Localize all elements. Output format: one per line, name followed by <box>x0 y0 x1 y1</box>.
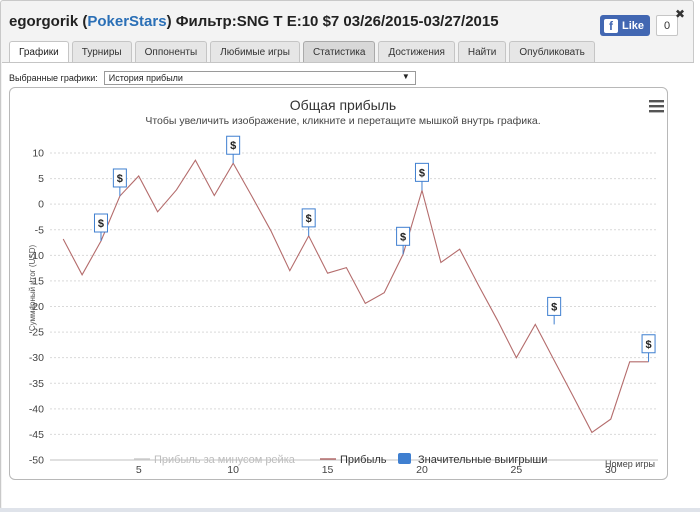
chart-select[interactable]: История прибыли ▼ <box>103 71 416 85</box>
big-win-marker[interactable]: $ <box>112 168 127 196</box>
chart-selector-row: Выбранные графики: История прибыли ▼ <box>9 71 416 85</box>
facebook-like-button[interactable]: f Like <box>600 15 651 36</box>
svg-text:$: $ <box>306 213 312 225</box>
chart-select-value: История прибыли <box>108 73 183 83</box>
x-axis-label: Номер игры <box>605 459 655 469</box>
facebook-like-count: 0 <box>656 15 679 36</box>
big-win-marker[interactable]: $ <box>547 296 562 325</box>
x-tick-label: 15 <box>322 464 334 476</box>
x-tick-label: 5 <box>136 464 142 476</box>
big-win-marker[interactable]: $ <box>93 213 108 242</box>
y-tick-label: -5 <box>35 224 44 236</box>
chart-subtitle: Чтобы увеличить изображение, кликните и … <box>145 115 540 127</box>
chart-series <box>62 159 649 434</box>
chart-container: 10 5 0 -5 -10 -15 -20 -25 -30 -35 -40 -45 -50 5 10 15 20… <box>9 87 668 480</box>
title-bar: egorgorik (PokerStars) Фильтр:SNG T E:10… <box>1 1 693 39</box>
y-tick-label: -40 <box>29 403 44 415</box>
y-tick-label: 5 <box>38 173 44 185</box>
profit-line <box>62 159 649 434</box>
chart-grid <box>50 152 658 461</box>
svg-text:Прибыль: Прибыль <box>340 454 387 466</box>
profit-chart[interactable]: 10 5 0 -5 -10 -15 -20 -25 -30 -35 -40 -45 -50 5 10 15 20… <box>10 88 667 479</box>
chart-selector-label: Выбранные графики: <box>9 73 98 83</box>
tab-opponents[interactable]: Оппоненты <box>134 41 208 62</box>
chevron-down-icon: ▼ <box>401 72 410 81</box>
big-win-marker[interactable]: $ <box>641 334 656 362</box>
tab-achievements[interactable]: Достижения <box>378 41 455 62</box>
y-tick-label: -45 <box>29 429 44 441</box>
legend-item[interactable]: Прибыль <box>320 454 387 466</box>
tab-favorite-games[interactable]: Любимые игры <box>210 41 300 62</box>
y-axis-label: Суммарный итог (USD) <box>28 245 37 332</box>
chart-axes: 10 5 0 -5 -10 -15 -20 -25 -30 -35 -40 -45 -50 5 10 15 20… <box>29 148 658 476</box>
svg-text:$: $ <box>645 339 651 351</box>
x-tick-label: 10 <box>227 464 239 476</box>
facebook-like-label: Like <box>622 19 645 32</box>
close-icon[interactable]: ✖ <box>675 7 686 21</box>
y-tick-label: -35 <box>29 378 44 390</box>
big-win-marker[interactable]: $ <box>226 135 241 164</box>
big-win-marker[interactable]: $ <box>396 226 411 255</box>
svg-text:$: $ <box>551 301 557 313</box>
big-win-marker[interactable]: $ <box>414 162 429 191</box>
y-tick-label: 10 <box>32 148 44 160</box>
y-tick-label: -50 <box>29 455 44 467</box>
svg-text:$: $ <box>419 167 425 179</box>
facebook-like: f Like 0 <box>600 15 679 36</box>
big-win-marker[interactable]: $ <box>301 208 316 236</box>
svg-text:Значительные выигрыши: Значительные выигрыши <box>418 454 547 466</box>
y-tick-label: 0 <box>38 199 44 211</box>
tab-statistics[interactable]: Статистика <box>302 41 376 62</box>
window-title: egorgorik (PokerStars) Фильтр:SNG T E:10… <box>9 13 499 30</box>
title-filter: Фильтр:SNG T E:10 $7 03/26/2015-03/27/20… <box>175 13 499 30</box>
chart-markers: $ $ $ $ $ $ $ $ <box>93 135 656 362</box>
y-tick-label: -15 <box>29 275 44 287</box>
svg-text:$: $ <box>400 231 406 243</box>
svg-text:$: $ <box>230 140 236 152</box>
svg-text:$: $ <box>117 173 123 185</box>
chart-title: Общая прибыль <box>290 97 396 113</box>
title-user: egorgorik <box>9 13 79 30</box>
bottom-strip <box>0 508 700 512</box>
y-tick-label: -30 <box>29 352 44 364</box>
title-site-link[interactable]: PokerStars <box>87 13 167 30</box>
tab-content: Выбранные графики: История прибыли ▼ 10 5… <box>2 62 694 509</box>
y-tick-label: -20 <box>29 301 44 313</box>
x-tick-label: 30 <box>605 464 617 476</box>
legend-item[interactable]: Прибыль за минусом рейка <box>134 454 296 466</box>
tab-charts[interactable]: Графики <box>9 41 69 62</box>
tab-find[interactable]: Найти <box>457 41 507 62</box>
legend-item[interactable]: Значительные выигрыши <box>398 453 547 466</box>
menu-icon[interactable] <box>649 100 664 113</box>
tab-bar: Графики Турниры Оппоненты Любимые игры С… <box>9 41 598 62</box>
svg-text:Прибыль за минусом рейка: Прибыль за минусом рейка <box>154 454 296 466</box>
chart-legend: Прибыль за минусом рейка Прибыль Значитель… <box>134 453 547 466</box>
y-tick-label: -25 <box>29 327 44 339</box>
svg-text:$: $ <box>98 218 104 230</box>
x-tick-label: 25 <box>511 464 523 476</box>
y-tick-label: -10 <box>29 250 44 262</box>
facebook-icon: f <box>604 18 618 33</box>
tab-publish[interactable]: Опубликовать <box>509 41 595 62</box>
x-tick-label: 20 <box>416 464 428 476</box>
tab-tournaments[interactable]: Турниры <box>71 41 132 62</box>
